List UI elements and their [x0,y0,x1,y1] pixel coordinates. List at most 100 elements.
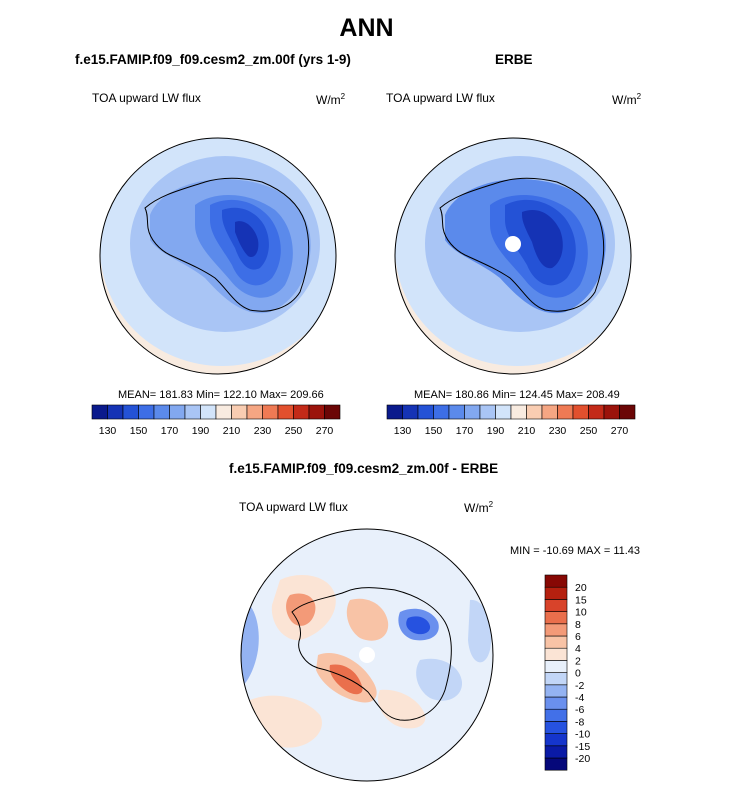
panel3-colorbar-swatch-9 [544,647,568,661]
panel3-colorbar-tick-label-6: 6 [575,631,581,643]
panel3-units-exp: 2 [488,500,494,509]
panel3-colorbar-tick-label--10: -10 [575,729,590,741]
panel1-title: f.e15.FAMIP.f09_f09.cesm2_zm.00f (yrs 1-… [75,52,351,67]
panel3-colorbar-tick-label-0: 0 [575,668,581,680]
panel3-colorbar-swatch-0 [544,757,568,771]
panel1-land-140 [235,221,259,258]
panel1-colorbar-tick-label-210: 210 [223,425,241,437]
panel3-colorbar-swatch-6 [544,684,568,698]
panel2-colorbar-swatch-3 [433,404,450,420]
panel3-colorbar-tick-label-20: 20 [575,582,587,594]
panel1-colorbar-tick-label-250: 250 [285,425,303,437]
panel2-colorbar-swatch-2 [417,404,434,420]
panel1-variable: TOA upward LW flux [92,91,201,105]
panel2-colorbar-tick-label-130: 130 [394,425,412,437]
panel3-colorbar-tick-label-4: 4 [575,643,581,655]
panel2-colorbar-swatch-8 [510,404,527,420]
panel2-units: W/m2 [612,92,641,107]
panel1-colorbar-swatch-14 [308,404,325,420]
panel3-colorbar-swatch-4 [544,708,568,722]
panel3-coastline [291,587,452,721]
panel2-colorbar-swatch-14 [603,404,620,420]
panel1-colorbar-tick-label-190: 190 [192,425,210,437]
panel1-map-border [99,137,337,375]
panel3-colorbar-tick-label--8: -8 [575,716,584,728]
panel1-colorbar-tick-label-170: 170 [161,425,179,437]
panel3-colorbar-swatch-13 [544,599,568,612]
panel3-units-base: W/m [464,501,489,515]
panel2-colorbar-swatch-0 [386,404,403,420]
panel3-colorbar-tick-label-2: 2 [575,655,581,667]
panel2-map-border [394,137,632,375]
panel3-colorbar-swatch-15 [544,574,568,588]
panel1-colorbar-swatch-6 [184,404,201,420]
panel1-colorbar-swatch-9 [231,404,248,420]
panel3-variable: TOA upward LW flux [239,500,348,514]
panel1-colorbar-tick-label-130: 130 [99,425,117,437]
panel2-colorbar-tick-label-270: 270 [611,425,629,437]
panel3-colorbar-swatch-7 [544,672,568,686]
panel3-colorbar-tick-label--20: -20 [575,753,590,765]
panel2-colorbar-swatch-7 [495,404,512,420]
panel1-units-exp: 2 [340,92,346,101]
panel3-stats: MIN = -10.69 MAX = 11.43 [510,545,641,557]
panel3-colorbar-swatch-12 [544,611,568,625]
panel3-colorbar-tick-label--6: -6 [575,704,584,716]
panel2-stats: MEAN= 180.86 Min= 124.45 Max= 208.49 [414,389,620,401]
panel3-neg-blob-e [468,599,492,663]
panel3-colorbar-swatch-10 [544,635,568,649]
panel2-colorbar-swatch-4 [448,404,465,420]
panel1-colorbar-swatch-0 [91,404,108,420]
panel2-colorbar-swatch-6 [479,404,496,420]
panel3-colorbar-swatch-2 [544,733,568,747]
panel3-title: f.e15.FAMIP.f09_f09.cesm2_zm.00f - ERBE [229,461,499,476]
panel2-colorbar-swatch-15 [619,404,636,420]
panel2-colorbar-swatch-9 [526,404,543,420]
panel1-colorbar-swatch-2 [122,404,139,420]
panel3-colorbar-swatch-8 [544,660,568,673]
panel2-colorbar-tick-label-250: 250 [580,425,598,437]
panel2-missing-data [505,236,521,252]
panel3-colorbar-tick-label--4: -4 [575,692,584,704]
panel3-pos-blob-e [346,598,389,641]
panel3-neg-blob-d [416,658,463,701]
panel1-units: W/m2 [316,92,345,107]
panel2-colorbar-swatch-13 [588,404,605,420]
panel1-colorbar-swatch-13 [293,404,310,420]
panel3-neg-blob-c [406,616,431,635]
panel3-missing-data [359,647,375,663]
panel3-pos-blob-d [329,664,363,695]
panel1-colorbar-tick-label-270: 270 [316,425,334,437]
panel2-colorbar-tick-label-170: 170 [456,425,474,437]
panel2-colorbar-tick-label-190: 190 [487,425,505,437]
panel1-colorbar-swatch-10 [246,404,263,420]
panel2-land-140 [522,210,563,269]
panel3-colorbar-tick-label--2: -2 [575,680,584,692]
panel1-colorbar-swatch-1 [107,404,124,420]
panel1-colorbar-swatch-12 [277,404,294,420]
panel3-colorbar-swatch-14 [544,586,568,600]
panel1-colorbar-swatch-3 [138,404,155,420]
panel1-colorbar-tick-label-150: 150 [130,425,148,437]
panel3-colorbar-tick-label--15: -15 [575,741,590,753]
panel3-units: W/m2 [464,500,493,515]
panel1-colorbar-swatch-15 [324,404,341,420]
panel2-colorbar: 130 150 170 190 210 230 250 270 [386,404,636,437]
panel1-colorbar-swatch-4 [153,404,170,420]
panel2-colorbar-swatch-10 [541,404,558,420]
panel1-units-base: W/m [316,93,341,107]
panel2-coastline [439,177,605,312]
panel3-colorbar-swatch-3 [544,721,568,734]
panel3-pos-blob-b [286,593,316,626]
panel1-colorbar: 130 150 170 190 210 230 250 270 [91,404,341,437]
panel1-colorbar-swatch-7 [200,404,217,420]
panel2-colorbar-tick-label-210: 210 [518,425,536,437]
panel1-colorbar-swatch-11 [262,404,279,420]
panel2-colorbar-swatch-5 [464,404,481,420]
panel3-map-border [240,528,494,782]
panel3-colorbar-swatch-5 [544,696,568,710]
